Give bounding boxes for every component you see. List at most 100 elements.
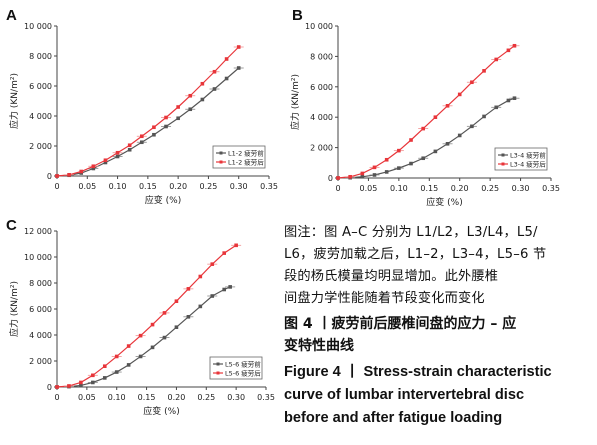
data-point-after: [91, 164, 96, 169]
data-point-after: [433, 115, 438, 119]
panel-letter-b: B: [292, 7, 303, 24]
data-point-before: [138, 354, 143, 359]
data-point-before: [384, 170, 389, 174]
data-point-after: [506, 48, 511, 53]
y-tick-label: 6 000: [29, 305, 52, 314]
data-point-before: [200, 97, 205, 102]
x-tick-label: 0: [54, 393, 59, 402]
data-point-after: [212, 69, 217, 74]
series-line-before: [56, 67, 240, 177]
y-tick-label: 0: [47, 172, 52, 181]
x-tick-label: 0.15: [138, 393, 156, 402]
data-point-before: [210, 294, 215, 298]
data-point-before: [445, 142, 450, 146]
data-point-before: [150, 345, 155, 350]
legend-marker-after: [219, 160, 223, 164]
legend-marker-before: [216, 362, 220, 366]
data-point-after: [512, 43, 517, 48]
caption-note: 图注：图 A–C 分别为 L1/L2，L3/L4，L5/ L6，疲劳加载之后，L…: [284, 222, 589, 310]
data-point-after: [174, 299, 179, 303]
data-point-before: [421, 156, 425, 161]
data-point-after: [470, 80, 474, 85]
series-line-after: [56, 46, 240, 177]
y-tick-label: 6 000: [29, 82, 52, 91]
data-point-before: [494, 105, 499, 110]
data-point-after: [236, 45, 241, 49]
data-point-before: [79, 383, 83, 388]
caption-title-english: Figure 4 丨 Stress-strain characteristic …: [284, 361, 589, 430]
data-point-after: [348, 174, 352, 179]
y-tick-label: 8 000: [310, 52, 333, 61]
caption-note-line: 图注：图 A–C 分别为 L1/L2，L3/L4，L5/: [284, 225, 538, 240]
x-axis-label: 应变 (%): [145, 194, 181, 206]
data-point-before: [152, 132, 156, 137]
chart-panel-c: C 0 0.05 0.10 0.15 0.20 0.25 0.30 0.35 0 2 000 4 0…: [0, 215, 284, 445]
y-tick-label: 2 000: [29, 357, 52, 366]
caption-note-line: 间盘力学性能随着节段变化而变化: [284, 291, 485, 306]
y-axis-label: 应力 (KN/m²): [8, 73, 20, 129]
y-tick-label: 2 000: [310, 144, 333, 153]
data-point-before: [102, 376, 107, 380]
caption-title-cn-line: 图 4 丨疲劳前后腰椎间盘的应力 – 应: [284, 316, 517, 332]
y-axis-label: 应力 (KN/m²): [289, 74, 301, 130]
data-point-before: [186, 315, 191, 319]
data-point-before: [372, 173, 377, 177]
panel-letter-c: C: [6, 217, 17, 234]
data-point-before: [433, 149, 438, 154]
legend-label-before: L3-4 疲劳前: [510, 151, 546, 160]
data-point-before: [188, 107, 193, 112]
x-tick-label: 0.20: [168, 393, 186, 402]
chart-panel-b: B 0 0.05 0.10 0.15 0.20 0.25 0.30 0.35 0 2 000 4 0…: [288, 0, 597, 215]
data-point-after: [188, 93, 193, 98]
caption-title-en-line: Figure 4 丨 Stress-strain characteristic: [284, 364, 552, 380]
data-point-after: [482, 69, 486, 73]
data-point-after: [102, 364, 107, 368]
series-line-after: [56, 244, 237, 388]
legend-label-before: L5-6 疲劳前: [225, 360, 261, 369]
data-point-after: [409, 138, 413, 142]
x-axis-label: 应变 (%): [426, 196, 462, 208]
legend-marker-after: [501, 162, 505, 166]
data-point-after: [103, 158, 108, 163]
data-point-before: [91, 166, 96, 171]
data-point-after: [210, 262, 215, 266]
data-point-after: [445, 104, 450, 108]
caption-title-cn-line: 变特性曲线: [284, 338, 354, 354]
data-point-after: [494, 57, 499, 62]
x-tick-label: 0.10: [390, 184, 408, 193]
x-tick-label: 0.10: [108, 393, 126, 402]
data-point-after: [198, 274, 203, 279]
y-tick-label: 4 000: [29, 112, 52, 121]
data-point-before: [103, 160, 108, 165]
data-point-before: [482, 114, 486, 119]
data-point-after: [200, 81, 205, 86]
y-tick-label: 4 000: [29, 331, 52, 340]
caption-title-chinese: 图 4 丨疲劳前后腰椎间盘的应力 – 应 变特性曲线: [284, 313, 589, 357]
x-axis-label: 应变 (%): [143, 405, 179, 417]
caption-title-en-line: curve of lumbar intervertebral disc: [284, 387, 525, 403]
x-tick-label: 0.30: [227, 393, 245, 402]
data-point-after: [115, 150, 120, 155]
data-point-after: [138, 333, 143, 338]
data-point-before: [236, 66, 241, 70]
x-tick-label: 0.35: [260, 182, 278, 191]
data-point-before: [162, 335, 167, 340]
legend-label-after: L1-2 疲劳后: [228, 158, 264, 167]
y-tick-label: 10 000: [305, 22, 333, 31]
data-point-after: [114, 354, 119, 359]
x-tick-label: 0.10: [109, 182, 127, 191]
x-tick-label: 0.25: [200, 182, 218, 191]
data-point-before: [164, 124, 168, 129]
data-point-after: [79, 169, 84, 174]
x-tick-label: 0.25: [481, 184, 499, 193]
data-point-before: [512, 96, 517, 100]
data-point-before: [126, 363, 131, 367]
data-point-after: [127, 143, 132, 148]
x-tick-label: 0.20: [169, 182, 187, 191]
x-tick-label: 0.15: [139, 182, 157, 191]
data-point-after: [55, 385, 59, 389]
y-tick-label: 12 000: [24, 227, 52, 236]
data-point-after: [67, 384, 71, 388]
legend-label-after: L5-6 疲劳后: [225, 369, 261, 378]
data-point-after: [140, 134, 144, 139]
